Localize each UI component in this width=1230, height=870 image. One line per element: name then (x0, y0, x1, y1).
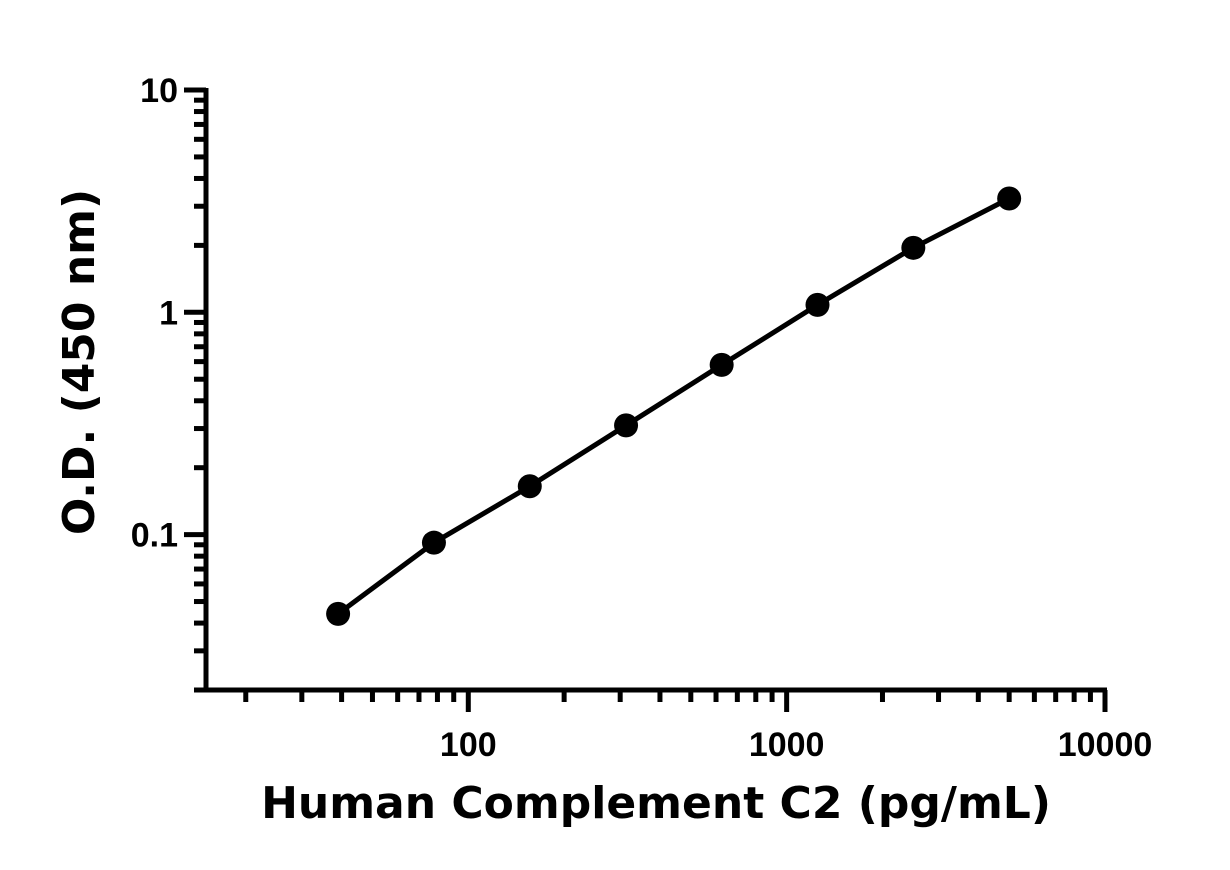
data-point (997, 186, 1022, 211)
data-point (614, 413, 639, 438)
x-axis-title: Human Complement C2 (pg/mL) (261, 778, 1051, 829)
x-tick-label: 1000 (749, 726, 825, 764)
data-point (709, 352, 734, 377)
data-point (901, 235, 926, 260)
x-tick-labels: 100 1000 10000 (440, 726, 1152, 764)
series-points (326, 186, 1022, 626)
data-point (805, 292, 830, 317)
y-tick-labels: 0.1 1 10 (131, 72, 178, 555)
y-tick-label: 0.1 (131, 517, 178, 555)
data-point (421, 530, 446, 555)
x-tick-label: 10000 (1058, 726, 1153, 764)
y-axis-title: O.D. (450 nm) (54, 189, 105, 535)
x-tick-label: 100 (440, 726, 497, 764)
y-tick-label: 10 (140, 72, 178, 110)
x-ticks (243, 690, 1108, 712)
y-ticks (184, 87, 206, 693)
data-point (517, 474, 542, 499)
data-point (326, 601, 351, 626)
y-tick-label: 1 (159, 294, 178, 332)
axes (203, 88, 1107, 693)
series-fit-line (336, 196, 1011, 616)
series-line (336, 196, 1011, 616)
